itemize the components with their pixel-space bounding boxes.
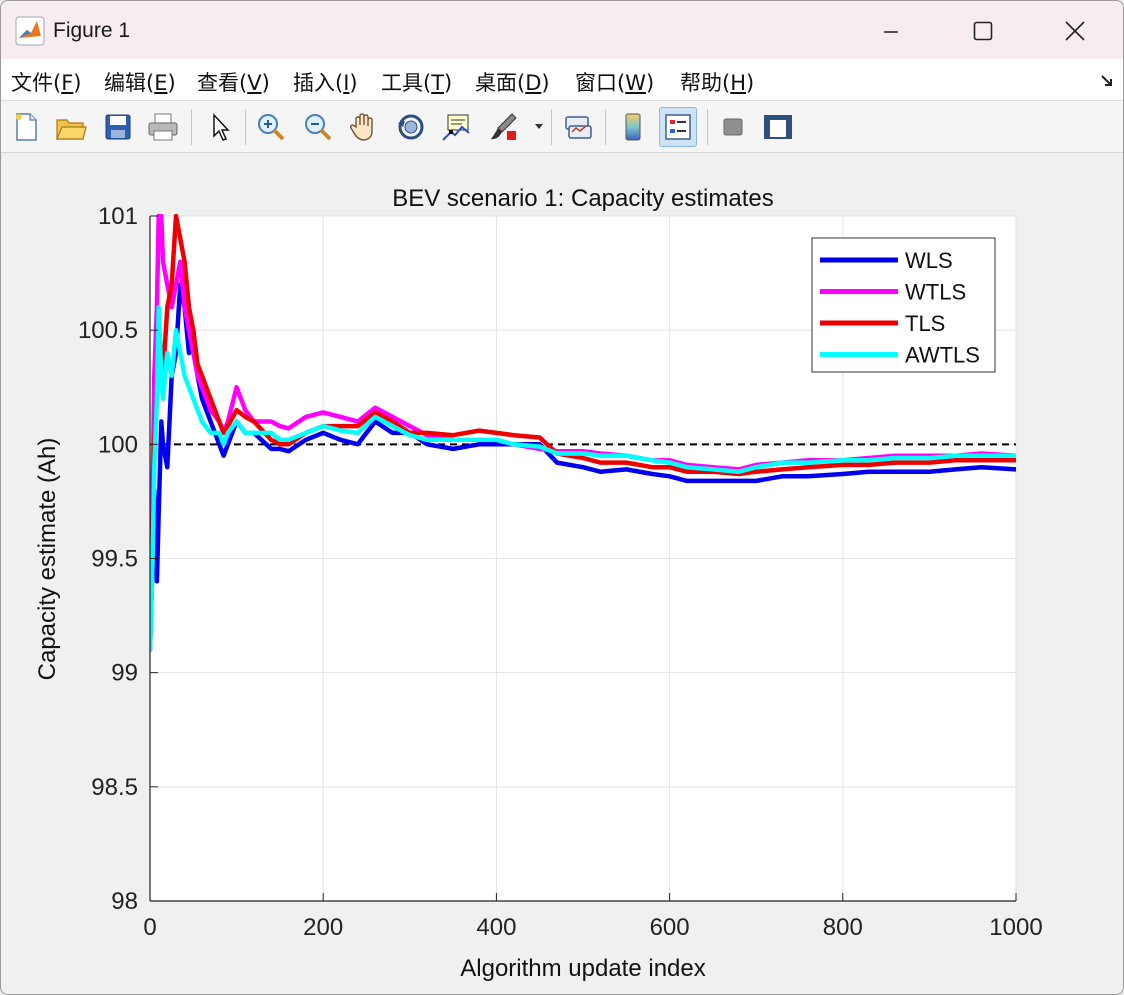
menu-tools[interactable]: 工具(T) (381, 71, 453, 95)
menu-help[interactable]: 帮助(H) (680, 71, 755, 95)
y-axis-label: Capacity estimate (Ah) (34, 438, 61, 681)
print-icon (148, 113, 178, 141)
pan-hand-icon (350, 113, 373, 141)
hide-plot-tools-icon (723, 118, 743, 136)
colorbar-icon (625, 113, 641, 141)
window-title: Figure 1 (53, 19, 131, 42)
tool-bar (1, 101, 1123, 153)
rotate-3d-icon (398, 114, 424, 140)
series-layer (150, 214, 1016, 653)
save-icon (105, 114, 131, 140)
rotate-button[interactable] (392, 107, 430, 147)
y-tick-label: 100.5 (78, 317, 138, 344)
series-line-wls (150, 282, 1016, 653)
menu-desktop[interactable]: 桌面(D) (475, 71, 550, 95)
legend-label-wtls: WTLS (905, 280, 966, 305)
data-cursor-icon (442, 114, 470, 141)
x-tick-label: 600 (650, 914, 690, 941)
toolbar-separator (605, 109, 606, 145)
brush-button[interactable] (485, 107, 523, 147)
toolbar-separator (245, 109, 246, 145)
new-figure-button[interactable] (7, 107, 45, 147)
new-file-icon (16, 113, 37, 141)
y-tick-label: 99.5 (91, 546, 138, 573)
toolbar-separator (191, 109, 192, 145)
insert-legend-button[interactable] (659, 107, 697, 147)
x-axis-label: Algorithm update index (460, 955, 705, 982)
save-button[interactable] (99, 107, 137, 147)
y-tick-label: 98 (111, 888, 138, 915)
open-button[interactable] (52, 107, 90, 147)
menu-view[interactable]: 查看(V) (197, 71, 270, 95)
edit-plot-button[interactable] (201, 107, 239, 147)
menu-insert[interactable]: 插入(I) (293, 71, 358, 95)
brush-icon (491, 113, 517, 140)
link-plot-button[interactable] (559, 107, 597, 147)
print-button[interactable] (144, 107, 182, 147)
hide-plot-tools-button[interactable] (714, 107, 752, 147)
x-tick-label: 0 (143, 914, 156, 941)
maximize-icon (973, 21, 993, 41)
data-cursor-button[interactable] (437, 107, 475, 147)
y-tick-label: 99 (111, 660, 138, 687)
capacity-chart: BEV scenario 1: Capacity estimates 0 200 4… (34, 185, 1043, 982)
series-line-tls (150, 214, 1016, 630)
menu-file[interactable]: 文件(F) (11, 71, 82, 95)
minimize-button[interactable] (860, 9, 922, 53)
figure-canvas: BEV scenario 1: Capacity estimates 0 200 4… (1, 153, 1123, 994)
open-folder-icon (56, 119, 87, 140)
insert-colorbar-button[interactable] (614, 107, 652, 147)
matlab-icon (15, 16, 45, 46)
axes (149, 215, 1017, 902)
y-tick-label: 100 (98, 431, 138, 458)
pointer-icon (213, 113, 230, 141)
title-bar: Figure 1 (1, 1, 1123, 59)
toolbar-separator (707, 109, 708, 145)
y-tick-label: 98.5 (91, 774, 138, 801)
close-icon (1065, 21, 1085, 41)
y-tick-label: 101 (98, 203, 138, 230)
legend-label-wls: WLS (905, 248, 953, 273)
series-line-awtls (150, 305, 1016, 653)
zoom-in-icon (258, 114, 285, 141)
zoom-out-button[interactable] (299, 107, 337, 147)
x-tick-label: 1000 (989, 914, 1042, 941)
menu-bar: 文件(F) 编辑(E) 查看(V) 插入(I) 工具(T) 桌面(D) 窗口(W… (1, 59, 1123, 101)
x-tick-label: 200 (303, 914, 343, 941)
chart-title: BEV scenario 1: Capacity estimates (392, 185, 774, 212)
maximize-button[interactable] (952, 9, 1014, 53)
link-plot-icon (565, 116, 592, 139)
x-tick-label: 400 (476, 914, 516, 941)
close-button[interactable] (1044, 9, 1106, 53)
show-plot-tools-icon (764, 115, 792, 139)
tick-labels: 0 200 400 600 800 1000 98 98.5 99 99.5 100 100.5 101 (78, 203, 1043, 941)
menu-edit[interactable]: 编辑(E) (104, 71, 176, 95)
show-plot-tools-button[interactable] (759, 107, 797, 147)
brush-dropdown-icon[interactable] (534, 123, 544, 131)
toolbar-separator (551, 109, 552, 145)
legend-label-tls: TLS (905, 311, 945, 336)
legend[interactable]: WLS WTLS TLS AWTLS (811, 237, 996, 373)
menu-window[interactable]: 窗口(W) (575, 71, 655, 95)
minimize-icon (884, 31, 898, 33)
dock-arrow-icon[interactable] (1099, 73, 1115, 89)
legend-icon (665, 114, 691, 140)
x-tick-label: 800 (823, 914, 863, 941)
legend-label-awtls: AWTLS (905, 343, 980, 368)
zoom-out-icon (305, 114, 332, 141)
pan-button[interactable] (345, 107, 383, 147)
zoom-in-button[interactable] (252, 107, 290, 147)
